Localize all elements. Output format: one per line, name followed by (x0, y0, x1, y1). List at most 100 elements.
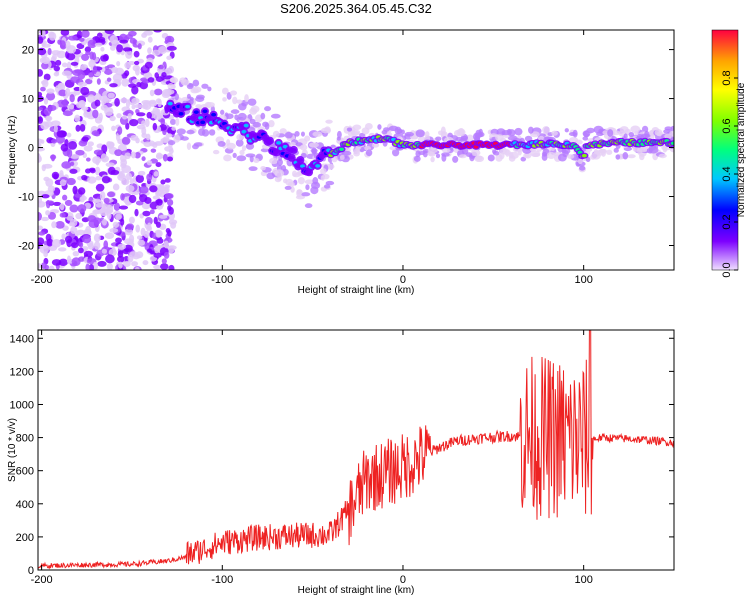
spectrogram-blob (38, 47, 47, 56)
spectrogram-blob (40, 86, 46, 92)
spectrogram-blob (62, 110, 73, 117)
spectrogram-blob (365, 149, 373, 157)
spec-ytick-label: 10 (22, 94, 34, 106)
spectrogram-blob (121, 136, 131, 145)
spectrogram-blob (460, 135, 468, 141)
spectrogram-blob (250, 105, 260, 113)
spectrogram-blob (78, 99, 86, 108)
spectrogram-blob (41, 56, 50, 65)
spectrogram-blob (274, 150, 279, 155)
spectrogram-blob (82, 235, 92, 244)
spectrogram-blob (156, 198, 163, 206)
spectrogram-blob (195, 104, 202, 109)
spectrogram-blob (66, 148, 73, 158)
spectrogram-blob (452, 155, 459, 163)
spectrogram-blob (137, 43, 142, 50)
spectrogram-blob (241, 145, 247, 152)
spectrogram-blob (606, 149, 613, 155)
spectrogram-blob (87, 242, 95, 250)
spectrogram-blob (311, 147, 317, 155)
spectrogram-blob (285, 178, 294, 186)
spectrogram-blob (135, 137, 140, 144)
spectrogram-blob (161, 72, 167, 78)
colorbar-tick-label: 0.2 (721, 214, 733, 229)
spectrogram-blob (43, 107, 52, 116)
spectrogram-blob (325, 180, 335, 186)
spectrogram-frame (37, 29, 675, 271)
colorbar-tick-label: 0.8 (721, 70, 733, 85)
spectrogram-blob (94, 99, 101, 107)
spectrogram-blob (435, 153, 441, 159)
spectrogram-blob (93, 241, 101, 250)
spectrogram-blob (87, 176, 97, 184)
spectrogram-blob (221, 87, 229, 95)
spectrogram-blob (149, 185, 158, 193)
spectrogram-blob (195, 96, 205, 102)
spectrogram-blob (88, 263, 95, 270)
spectrogram-blob (121, 178, 130, 186)
spectrogram-blob (143, 230, 150, 238)
spectrogram-blob (201, 129, 210, 137)
spectrogram-blob (60, 143, 69, 152)
spectrogram-blob (107, 92, 115, 99)
spectrogram-blob (304, 203, 313, 209)
spectrogram-blob (336, 136, 341, 141)
spectrogram-blob (352, 124, 362, 131)
spectrogram-blob (208, 129, 216, 136)
spectrogram-blob (101, 218, 107, 226)
spectrogram-blob (232, 96, 238, 105)
spectrogram-blob (253, 157, 260, 163)
spectrogram-blob (223, 154, 232, 162)
spectrogram-blob (101, 248, 108, 254)
spectrogram-blob (279, 128, 287, 135)
spectrogram-blob (95, 175, 102, 181)
spectrogram-blob (45, 200, 55, 205)
spectrogram-blob (153, 113, 163, 121)
spectrogram-blob (46, 88, 55, 94)
spectrogram-blob (145, 133, 151, 141)
spectrogram-blob (47, 211, 57, 220)
spectrogram-blob (38, 36, 44, 44)
spectrogram-blob (71, 257, 81, 267)
spectrogram-blob (66, 52, 76, 61)
snr-xlabel: Height of straight line (km) (298, 585, 415, 596)
spectrogram-blob (129, 234, 135, 243)
spectrogram-blob (232, 152, 237, 159)
spectrogram-blob (81, 53, 90, 61)
spectrogram-blob (81, 174, 88, 181)
spectrogram-blob (180, 79, 190, 86)
spectrogram-blob (81, 30, 90, 38)
spectrogram-blob (217, 140, 226, 147)
spectrogram-blob (46, 238, 54, 247)
spectrogram-xlabel: Height of straight line (km) (298, 285, 415, 296)
spectrogram-blob (112, 183, 120, 191)
spectrogram-blob (59, 179, 67, 186)
spectrogram-blob (458, 154, 467, 159)
spectrogram-blob (470, 149, 481, 157)
spectrogram-blob (69, 204, 79, 213)
spectrogram-blob (141, 120, 146, 127)
spectrogram-blob (83, 145, 93, 152)
spectrogram-blob (670, 141, 674, 146)
spectrogram-blob (323, 184, 331, 189)
spectrogram-blob (38, 142, 42, 148)
spectrogram-blob (517, 148, 522, 156)
spectrogram-blob (98, 36, 106, 43)
spectrogram-blob (42, 163, 53, 169)
spectrogram-blob (664, 133, 672, 140)
spectrogram-blob (152, 107, 159, 115)
spectrogram-blob (211, 112, 217, 117)
spectrogram-blob (50, 154, 56, 162)
spectrogram-blob (75, 124, 81, 132)
spectrogram-blob (128, 194, 137, 204)
spectrogram-blob (38, 231, 46, 236)
spectrogram-blob (80, 86, 90, 96)
spectrogram-blob (41, 79, 49, 88)
spectrogram-blob (598, 148, 607, 154)
spectrogram-blob (55, 59, 62, 66)
spectrogram-blob (51, 171, 60, 180)
spectrogram-blob (568, 131, 578, 137)
spectrogram-blob (404, 131, 415, 137)
spectrogram-blob (109, 83, 118, 88)
spectrogram-blob (346, 127, 353, 132)
